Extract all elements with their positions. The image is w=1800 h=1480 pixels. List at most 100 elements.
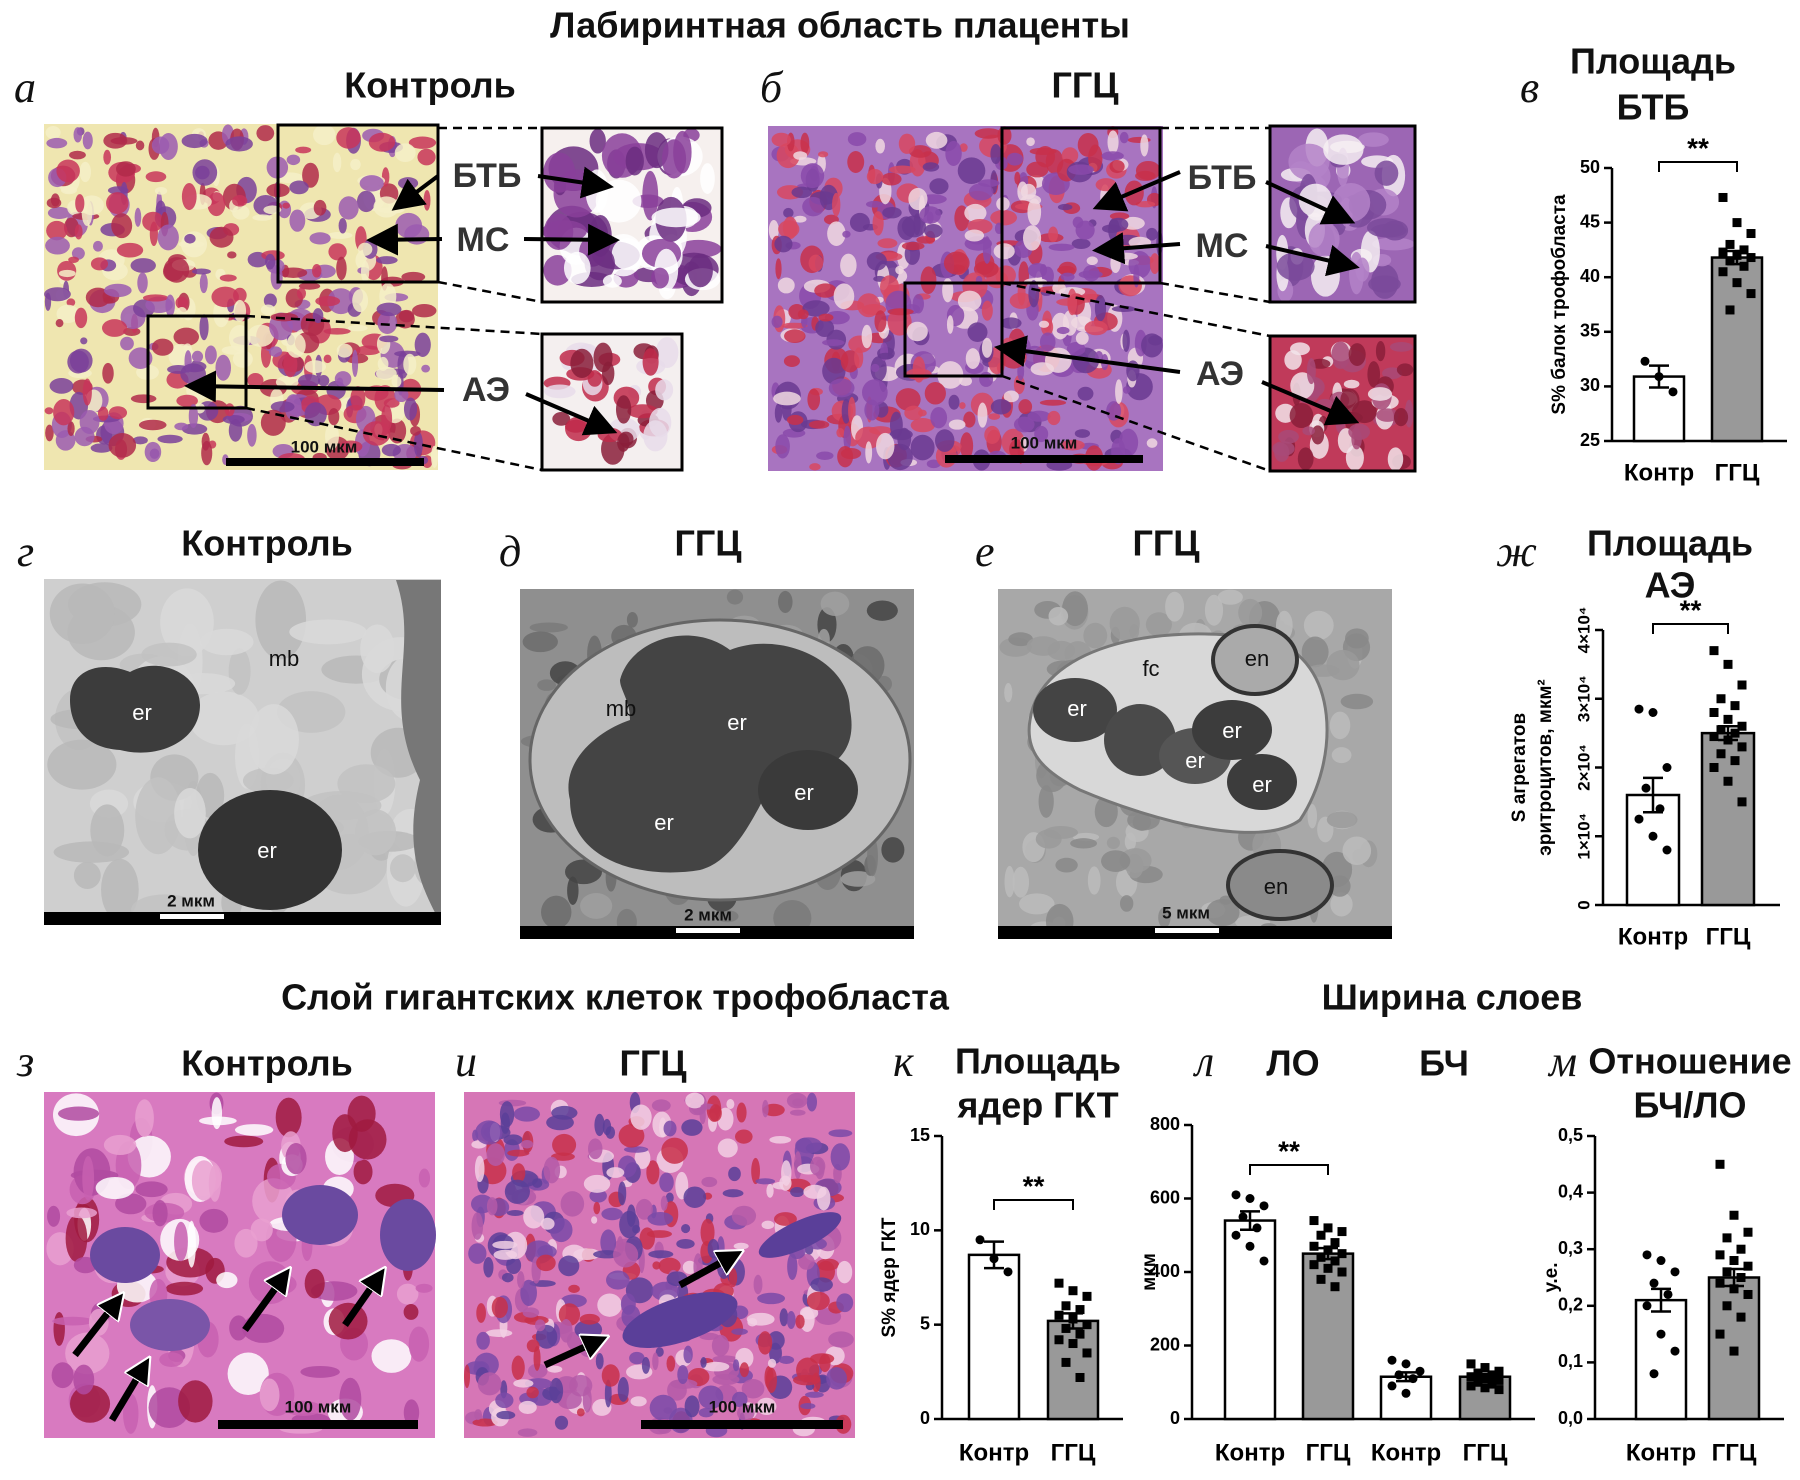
texture-blob xyxy=(698,1385,724,1410)
texture-blob xyxy=(513,1379,534,1388)
texture-blob xyxy=(512,1163,526,1183)
texture-blob xyxy=(816,1258,840,1271)
texture-blob xyxy=(65,1332,110,1375)
texture-blob xyxy=(898,133,916,154)
texture-blob xyxy=(876,432,895,460)
data-point xyxy=(1075,1372,1085,1382)
texture-blob xyxy=(683,1186,707,1208)
texture-blob xyxy=(651,207,701,228)
texture-blob xyxy=(700,1218,715,1247)
texture-blob xyxy=(1124,832,1137,851)
texture-blob xyxy=(174,788,206,839)
texture-blob xyxy=(1308,221,1340,257)
texture-blob xyxy=(1070,838,1098,849)
data-point xyxy=(1337,1227,1347,1237)
texture-blob xyxy=(1366,218,1404,238)
texture-blob xyxy=(728,1166,741,1182)
texture-blob xyxy=(1067,288,1078,316)
data-point xyxy=(1716,749,1726,759)
error-bar xyxy=(1643,776,1663,814)
texture-blob xyxy=(137,272,148,294)
texture-blob xyxy=(981,337,993,358)
texture-blob xyxy=(775,434,790,459)
texture-blob xyxy=(270,401,295,413)
em-label: mb xyxy=(269,646,300,671)
em-label: er xyxy=(654,810,674,835)
texture-blob xyxy=(755,1178,776,1185)
texture-blob xyxy=(1149,253,1160,275)
em-label: er xyxy=(1185,748,1205,773)
y-axis-label: у.е. xyxy=(1541,1262,1562,1292)
texture-blob xyxy=(765,1367,777,1393)
texture-blob xyxy=(1374,160,1399,186)
texture-blob xyxy=(474,1155,485,1183)
data-point xyxy=(1709,763,1719,772)
x-tick-label: Контр xyxy=(1624,459,1694,486)
texture-blob xyxy=(49,583,115,645)
scale-bar-label: 100 мкм xyxy=(1011,433,1078,452)
texture-blob xyxy=(232,205,250,220)
texture-blob xyxy=(45,236,70,255)
texture-blob xyxy=(587,370,602,387)
data-point xyxy=(1729,1256,1739,1266)
texture-blob xyxy=(626,611,638,628)
texture-blob xyxy=(79,161,92,183)
error-bar xyxy=(1063,1312,1083,1330)
texture-blob xyxy=(798,1254,815,1270)
texture-blob xyxy=(676,1238,695,1249)
texture-blob xyxy=(1006,152,1024,166)
texture-blob xyxy=(700,163,715,194)
texture-blob xyxy=(930,406,948,429)
texture-blob xyxy=(1048,226,1059,242)
y-axis-label: S% ядер ГКТ xyxy=(879,1217,900,1337)
scale-bar-label: 5 мкм xyxy=(1162,903,1210,922)
texture-blob xyxy=(44,407,54,415)
texture-blob xyxy=(717,1138,738,1158)
texture-blob xyxy=(157,434,183,444)
texture-blob xyxy=(501,1272,514,1283)
texture-blob xyxy=(751,1157,760,1185)
texture-blob xyxy=(328,408,340,426)
section-title: Ширина слоев xyxy=(1322,977,1583,1018)
texture-blob xyxy=(1119,131,1129,144)
texture-blob xyxy=(652,1352,659,1371)
texture-blob xyxy=(847,151,865,173)
texture-blob xyxy=(1084,320,1108,336)
texture-blob xyxy=(563,251,591,285)
texture-blob xyxy=(404,224,430,245)
texture-blob xyxy=(957,290,982,312)
texture-blob xyxy=(373,196,400,218)
texture-blob xyxy=(836,428,845,438)
texture-blob xyxy=(589,128,606,154)
texture-blob xyxy=(234,1124,274,1136)
data-point xyxy=(1330,1256,1340,1266)
panel-i-overlay xyxy=(543,1212,843,1429)
texture-blob xyxy=(606,1270,630,1290)
texture-blob xyxy=(543,213,574,251)
panel-letter: г xyxy=(17,527,34,576)
texture-blob xyxy=(655,337,679,368)
texture-blob xyxy=(184,233,196,244)
texture-blob xyxy=(895,265,904,275)
data-point xyxy=(1245,1194,1255,1203)
texture-blob xyxy=(265,253,276,270)
texture-blob xyxy=(483,1256,494,1278)
y-tick-label: 200 xyxy=(1150,1334,1180,1354)
error-bar xyxy=(1724,1267,1744,1288)
texture-blob xyxy=(739,1362,749,1378)
texture-blob xyxy=(1122,386,1131,394)
texture-blob xyxy=(359,175,384,192)
texture-blob xyxy=(793,215,807,223)
texture-blob xyxy=(1060,439,1085,451)
error-bar xyxy=(1651,1287,1671,1313)
y-axis-label: эритроцитов, мкм² xyxy=(1535,679,1556,856)
data-point xyxy=(1648,831,1658,841)
texture-blob xyxy=(191,350,204,363)
texture-blob xyxy=(199,1208,229,1233)
texture-blob xyxy=(815,319,835,338)
texture-blob xyxy=(861,324,873,349)
bar xyxy=(1379,1375,1433,1421)
texture-blob xyxy=(806,1291,830,1311)
chart-title: Площадь xyxy=(1570,41,1736,82)
texture-blob xyxy=(232,195,248,207)
